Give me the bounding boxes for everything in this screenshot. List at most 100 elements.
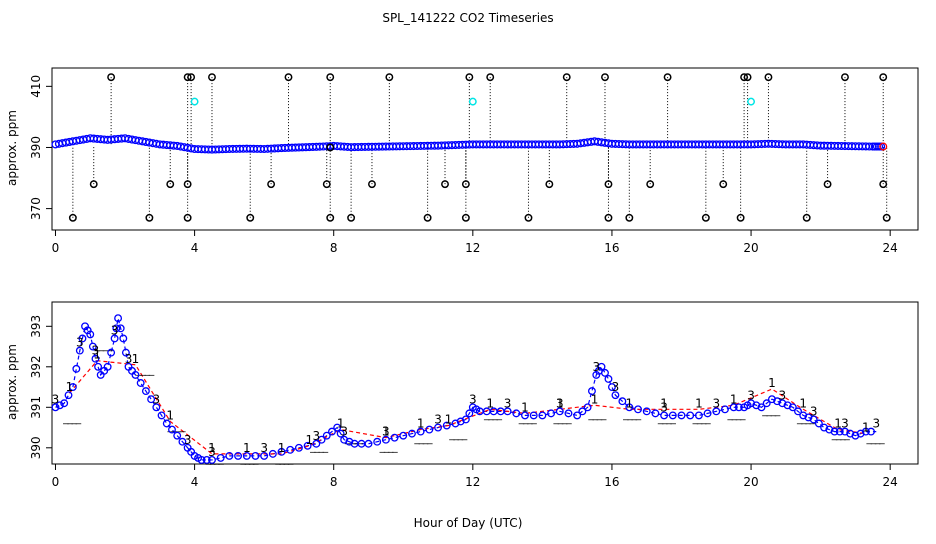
y-tick-label: 391: [29, 396, 43, 419]
outlier-point: [326, 213, 335, 222]
blue-circle-point: [260, 451, 269, 460]
blue-circle-point: [197, 456, 206, 464]
green-marker: _: [252, 452, 259, 465]
series-1-point: 1: [486, 396, 494, 410]
blue-circle-point: [336, 429, 345, 438]
outlier-point: [68, 213, 77, 222]
x-tick-label: 4: [191, 241, 199, 255]
blue-circle-point: [677, 411, 686, 420]
series-3-point: 3: [504, 396, 512, 410]
green-marker: _: [356, 432, 363, 445]
outlier-point: [764, 73, 773, 82]
green-marker: _: [448, 428, 455, 441]
series-3-point: 3: [382, 425, 390, 439]
blue-circle-point: [234, 451, 243, 460]
green-marker: _: [413, 432, 420, 445]
blue-circle-point: [68, 383, 77, 391]
blue-circle-point: [91, 354, 100, 363]
blue-circle-point: [72, 364, 81, 373]
cyan-outlier-point: [747, 97, 756, 106]
green-marker: _: [209, 452, 216, 465]
blue-circle-point: [783, 401, 792, 410]
blue-circle-point: [747, 399, 756, 408]
green-marker: _: [166, 420, 173, 433]
bottom-y-axis-label: approx. ppm: [5, 344, 19, 420]
series-1-point: 1: [768, 376, 776, 390]
green-marker: _: [317, 440, 324, 453]
green-marker: _: [731, 407, 738, 420]
series-3-point: 3: [434, 413, 442, 427]
series-3-point: 3: [872, 417, 880, 431]
series-1-point: 1: [278, 441, 286, 455]
blue-circle-point: [152, 403, 161, 412]
blue-circle-point: [86, 330, 95, 339]
outlier-point: [183, 213, 192, 222]
blue-circle-point: [277, 447, 286, 456]
series-3-point: 3: [313, 429, 321, 443]
green-marker: _: [831, 428, 838, 441]
green-marker: _: [139, 363, 146, 376]
series-1-point: 1: [626, 396, 634, 410]
blue-circle-point: [512, 409, 521, 418]
series-3-point: 3: [52, 392, 60, 406]
green-marker: _: [591, 407, 598, 420]
green-marker: _: [240, 452, 247, 465]
outlier-point: [326, 143, 335, 152]
blue-circle-point: [399, 431, 408, 440]
x-tick-label: 0: [52, 241, 60, 255]
main-data-point: [865, 142, 874, 151]
blue-circle-point: [461, 415, 470, 424]
series-1-point: 1: [521, 400, 529, 414]
green-marker: _: [93, 339, 100, 352]
green-marker: _: [800, 411, 807, 424]
blue-circle-point: [856, 429, 865, 438]
blue-circle-point: [345, 437, 354, 446]
outlier-point: [736, 213, 745, 222]
green-marker: _: [248, 452, 255, 465]
blue-circle-point: [651, 409, 660, 418]
blue-circle-point: [597, 362, 606, 371]
blue-circle-point: [564, 409, 573, 418]
blue-circle-point: [442, 421, 451, 430]
series-1-point: 1: [93, 348, 101, 362]
green-marker: _: [418, 432, 425, 445]
outlier-point: [841, 73, 849, 82]
blue-circle-point: [60, 399, 69, 408]
green-marker: _: [692, 411, 699, 424]
series-1-point: 1: [132, 352, 140, 366]
blue-circle-point: [841, 427, 849, 436]
green-marker: _: [665, 411, 672, 424]
blue-circle-point: [851, 431, 860, 440]
green-marker: _: [352, 432, 359, 445]
series-1-point: 1: [660, 396, 668, 410]
green-marker: _: [870, 432, 877, 445]
blue-circle-point: [110, 334, 119, 343]
blue-circle-point: [408, 429, 416, 438]
blue-circle-point: [94, 362, 103, 371]
green-marker: _: [726, 407, 733, 420]
blue-circle-point: [788, 403, 797, 412]
green-marker: _: [622, 407, 629, 420]
blue-circle-point: [434, 423, 442, 432]
blue-circle-point: [75, 346, 84, 355]
green-marker: _: [287, 452, 294, 465]
blue-circle-point: [107, 348, 116, 357]
outlier-point: [743, 73, 752, 82]
blue-circle-point: [660, 411, 669, 420]
series-3-point: 3: [469, 392, 477, 406]
blue-circle-point: [112, 324, 121, 333]
outlier-point: [187, 73, 196, 82]
blue-circle-point: [538, 411, 547, 420]
outlier-point: [208, 73, 216, 82]
series-3-point: 3: [779, 388, 787, 402]
outlier-point: [625, 213, 634, 222]
series-1-point: 1: [243, 441, 251, 455]
blue-circle-point: [286, 445, 295, 454]
blue-circle-point: [251, 451, 260, 460]
outlier-point: [879, 73, 888, 82]
green-marker: _: [661, 411, 668, 424]
green-marker: _: [274, 452, 281, 465]
blue-circle-point: [119, 334, 128, 343]
green-marker: _: [866, 432, 873, 445]
blue-circle-point: [825, 425, 834, 434]
